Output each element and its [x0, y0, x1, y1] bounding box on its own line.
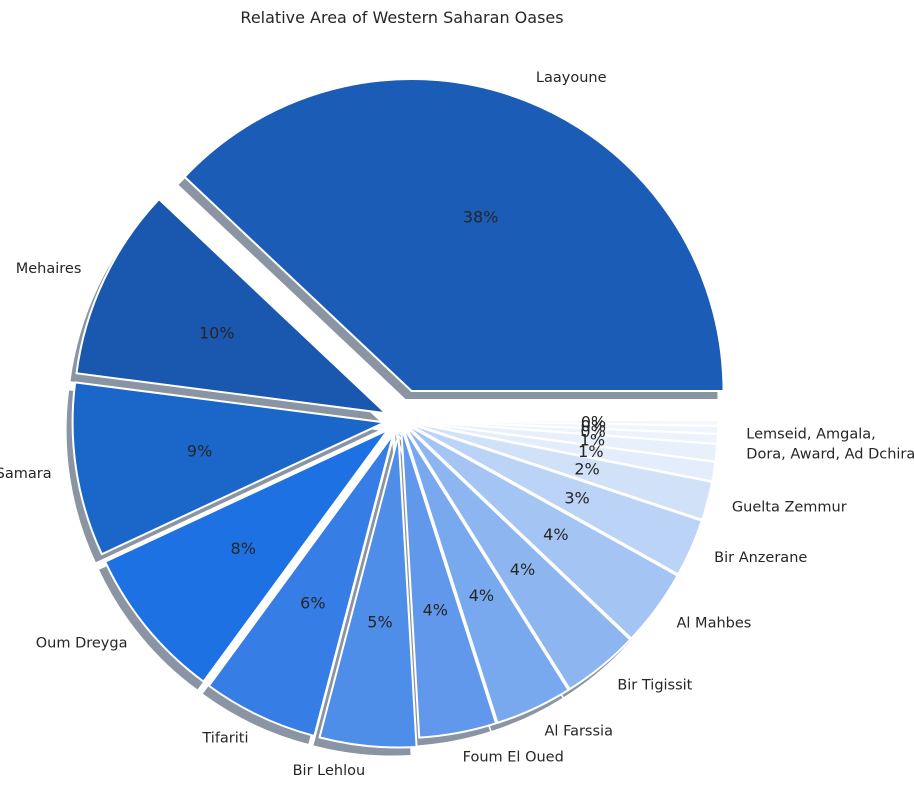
slice-label: Bir Anzerane [714, 550, 807, 566]
outer-labels: Laayoune Mehaires Samara Oum Dreyga Tifariti… [0, 70, 914, 779]
slice-label: Bir Lehlou [293, 763, 366, 779]
percent-label: 10% [199, 324, 235, 343]
slice-label-combined: Lemseid, Amgala, [746, 427, 875, 443]
pie-slice-bir-lehlou [318, 434, 418, 749]
percent-label: 1% [580, 430, 605, 449]
pie-slice-tifariti [207, 433, 395, 737]
pie-slice-laayoune [183, 78, 725, 393]
percent-label: 38% [463, 208, 499, 227]
percent-labels: 38%10%9%8%6%5%4%4%4%4%3%2%1%1%0%0%0% [187, 208, 606, 632]
slice-label: Guelta Zemmur [732, 499, 847, 515]
slice-label: Oum Dreyga [36, 636, 128, 652]
percent-label: 4% [423, 601, 448, 620]
slice-label: Al Farssia [545, 723, 613, 739]
percent-label: 0% [581, 417, 606, 436]
pie-slice-ad-dchira [405, 419, 720, 427]
slice-label: Laayoune [536, 70, 607, 86]
pie-slice-samara [71, 381, 386, 556]
percent-label: 4% [510, 560, 535, 579]
percent-label: 4% [543, 525, 568, 544]
percent-label: 3% [564, 488, 589, 507]
slice-label: Foum El Oued [463, 749, 564, 765]
slice-label: Mehaires [16, 261, 82, 277]
pie-slice-al-farssia [401, 424, 570, 724]
slice-label-combined: Dora, Award, Ad Dchira [746, 447, 914, 463]
pie-slice-foum-el-oued [400, 425, 498, 739]
slice-label: Al Mahbes [677, 615, 752, 631]
percent-label: 0% [581, 412, 606, 431]
slice-layer [71, 78, 725, 749]
chart-title: Relative Area of Western Saharan Oases [240, 8, 564, 27]
pie-slice-mehaires [75, 198, 387, 415]
percent-label: 5% [367, 612, 392, 631]
slice-label: Tifariti [201, 730, 248, 746]
slice-label: Bir Tigissit [617, 678, 692, 694]
pie-slice-oum-dreyga [104, 428, 389, 683]
pie-slice-al-mahbes [404, 422, 679, 640]
percent-label: 6% [300, 594, 325, 613]
percent-label: 2% [574, 460, 599, 479]
percent-label: 0% [580, 422, 605, 441]
percent-label: 4% [469, 586, 494, 605]
percent-label: 1% [578, 442, 603, 461]
pie-slice-bir-tigissit [402, 423, 632, 691]
percent-label: 8% [231, 539, 256, 558]
slice-label: Samara [0, 466, 52, 482]
percent-label: 9% [187, 442, 212, 461]
